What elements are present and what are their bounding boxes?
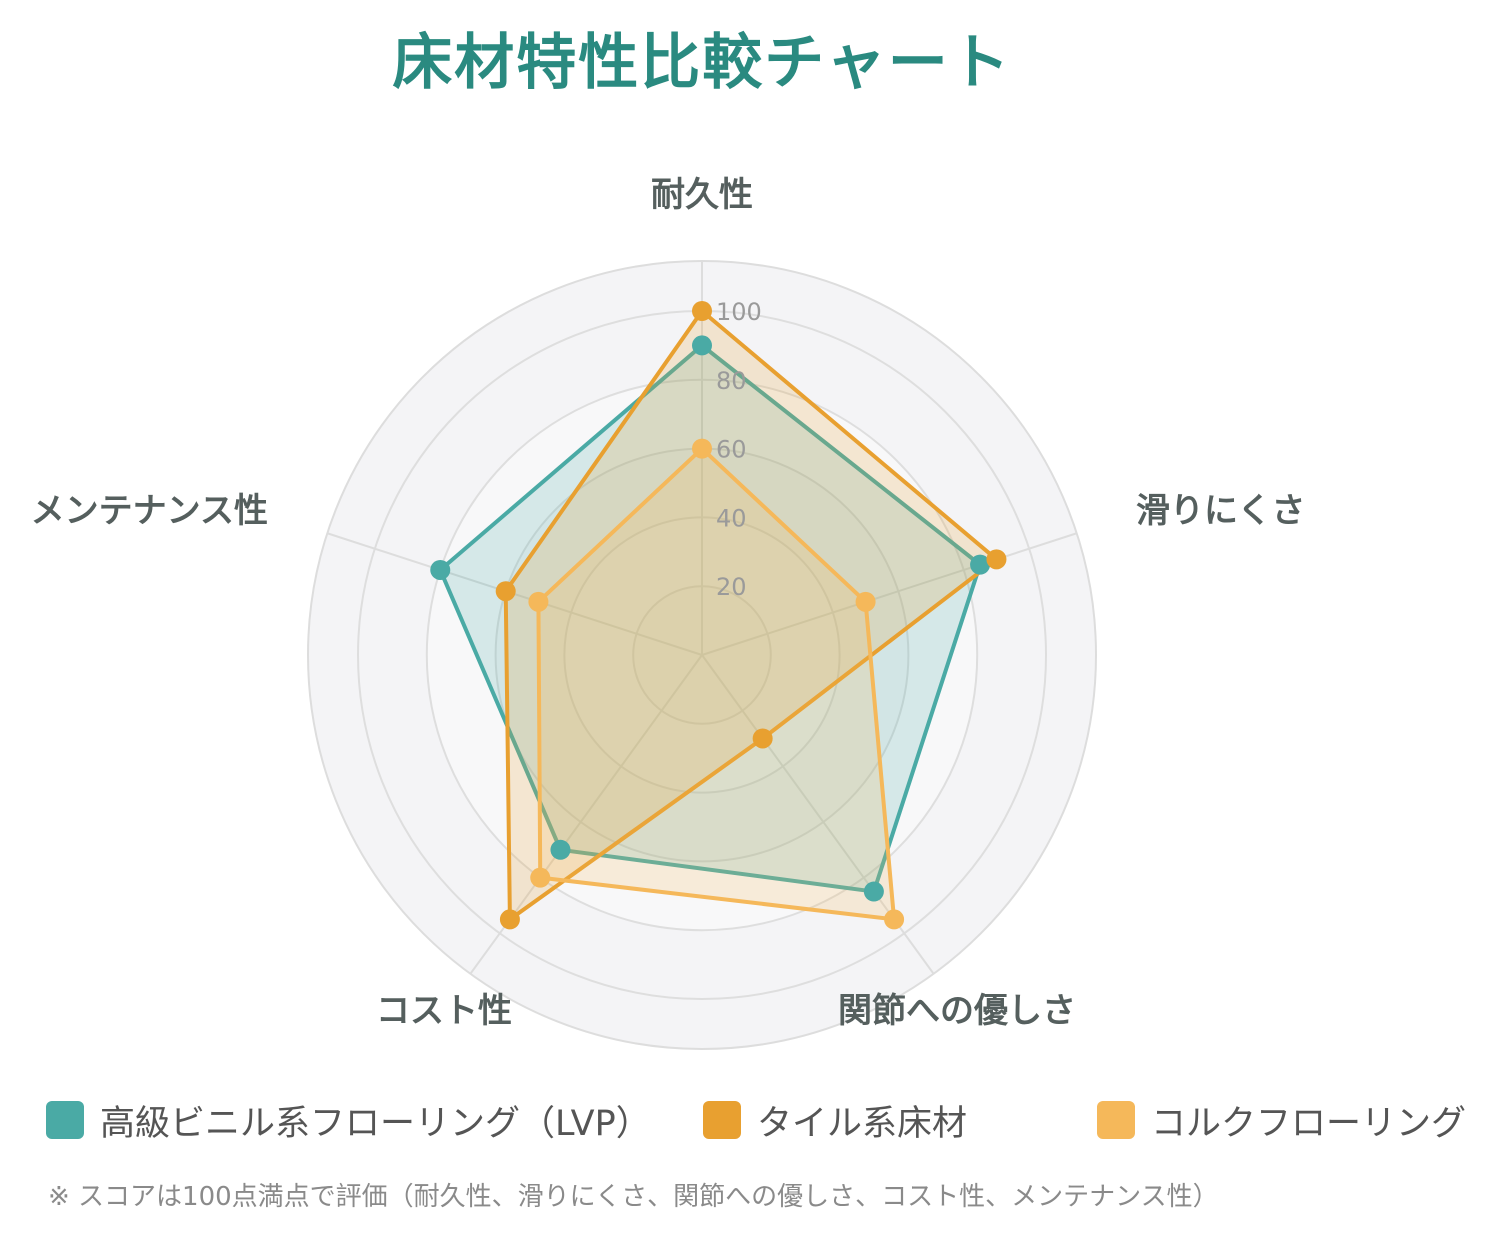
radar-axis-label: 関節への優しさ xyxy=(838,991,1076,1031)
radar-point-1-4[interactable] xyxy=(495,581,516,602)
radar-point-0-3[interactable] xyxy=(550,839,571,860)
radar-point-2-0[interactable] xyxy=(692,438,712,459)
radar-grid xyxy=(307,260,1097,1050)
radar-point-2-1[interactable] xyxy=(855,591,876,612)
radar-series-area-2 xyxy=(536,446,897,922)
legend-label-lvp: 高級ビニル系フローリング（LVP） xyxy=(100,1103,651,1144)
radar-point-1-2[interactable] xyxy=(752,728,773,749)
radar-tick-label: 80 xyxy=(716,367,747,395)
radar-point-1-3[interactable] xyxy=(499,909,520,930)
radar-tick-label: 20 xyxy=(716,573,747,601)
radar-point-1-0[interactable] xyxy=(692,301,712,321)
radar-series-area-0 xyxy=(438,343,983,894)
legend-label-tile: タイル系床材 xyxy=(757,1103,968,1144)
legend-swatch-cork xyxy=(1097,1101,1135,1139)
radar-tick-label: 40 xyxy=(716,504,747,532)
legend-item-tile[interactable]: タイル系床材 xyxy=(703,1094,967,1146)
radar-point-2-3[interactable] xyxy=(530,867,551,888)
chart-legend: 高級ビニル系フローリング（LVP） タイル系床材 コルクフローリング xyxy=(0,1094,1492,1146)
radar-series xyxy=(430,301,1007,930)
radar-spoke xyxy=(701,532,1078,656)
legend-swatch-tile xyxy=(703,1101,741,1139)
footnote: ※ スコアは100点満点で評価（耐久性、滑りにくさ、関節への優しさ、コスト性、メ… xyxy=(48,1182,1219,1212)
radar-axis-label: コスト性 xyxy=(376,991,512,1031)
radar-point-1-1[interactable] xyxy=(986,549,1007,570)
chart-title: 床材特性比較チャート xyxy=(392,28,1012,98)
radar-point-0-4[interactable] xyxy=(430,559,451,580)
radar-point-0-2[interactable] xyxy=(863,881,884,902)
radar-series-area-1 xyxy=(503,309,999,922)
radar-point-0-1[interactable] xyxy=(970,554,991,575)
legend-item-cork[interactable]: コルクフローリング xyxy=(1097,1094,1466,1146)
radar-axis-label: 滑りにくさ xyxy=(1136,491,1305,531)
legend-label-cork: コルクフローリング xyxy=(1151,1103,1467,1144)
radar-point-2-2[interactable] xyxy=(884,909,905,930)
radar-axis-label: メンテナンス性 xyxy=(31,491,268,531)
radar-point-0-0[interactable] xyxy=(692,335,712,356)
radar-tick-label: 60 xyxy=(716,436,747,464)
radar-point-2-4[interactable] xyxy=(528,591,549,612)
legend-swatch-lvp xyxy=(46,1101,84,1139)
radar-axis-label: 耐久性 xyxy=(651,175,753,215)
legend-item-lvp[interactable]: 高級ビニル系フローリング（LVP） xyxy=(46,1094,651,1146)
radar-tick-label: 100 xyxy=(716,298,762,326)
